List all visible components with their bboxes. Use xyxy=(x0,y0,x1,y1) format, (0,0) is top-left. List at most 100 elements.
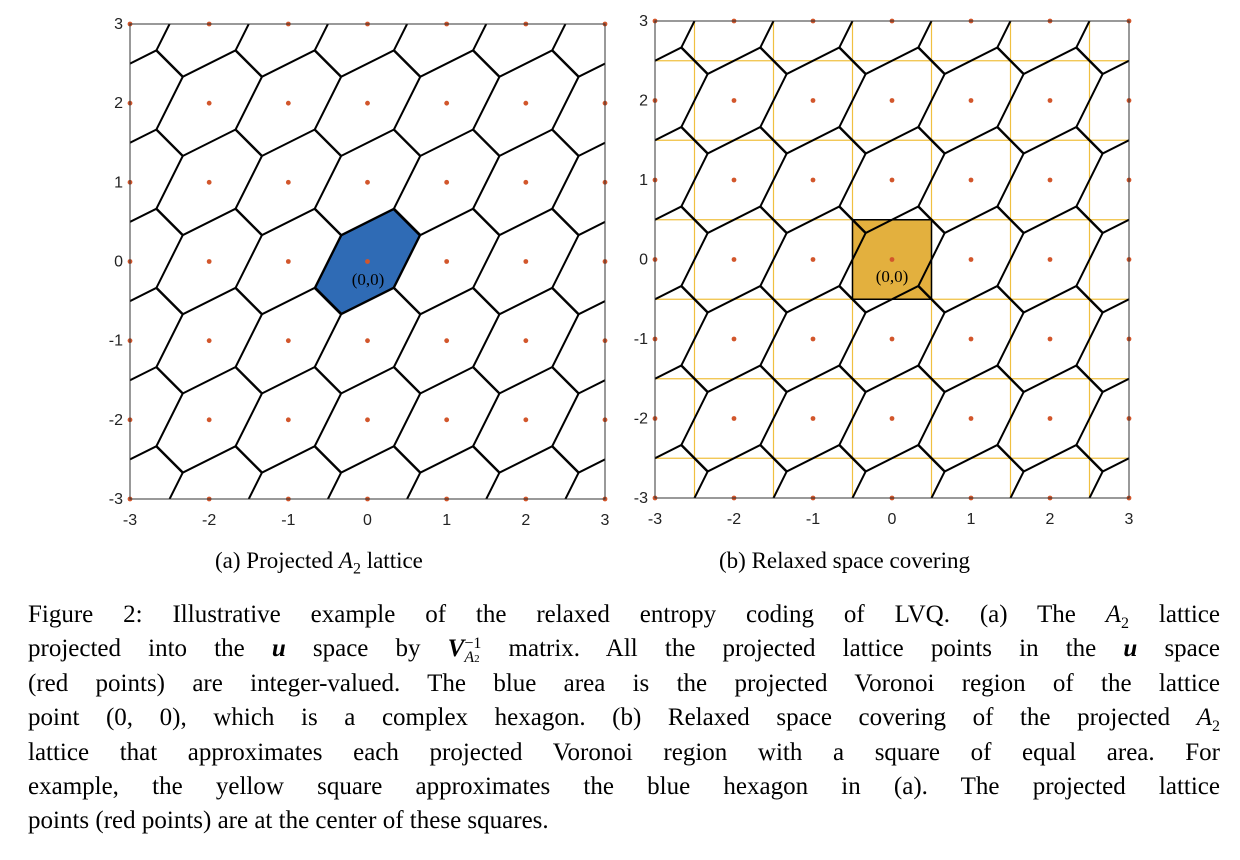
y-tick-label: -1 xyxy=(634,331,648,348)
voronoi-cell xyxy=(1235,366,1240,471)
lattice-point xyxy=(810,257,816,262)
plot-frame xyxy=(654,20,1130,499)
origin-label: (0,0) xyxy=(876,267,909,286)
voronoi-cell xyxy=(1235,446,1240,540)
lattice-point xyxy=(444,417,450,423)
lattice-point xyxy=(731,416,737,421)
voronoi-cell xyxy=(406,445,500,499)
lattice-point xyxy=(285,100,291,106)
lattice-point xyxy=(206,179,212,185)
voronoi-cell xyxy=(839,47,945,154)
voronoi-cell xyxy=(0,447,103,540)
x-tick-label: 2 xyxy=(521,512,530,529)
voronoi-cell xyxy=(1076,60,1129,154)
voronoi-cell xyxy=(1076,378,1129,472)
voronoi-cell xyxy=(235,24,329,78)
lattice-point xyxy=(365,259,370,264)
lattice-point xyxy=(810,336,816,342)
lattice-point xyxy=(968,257,974,262)
voronoi-cell xyxy=(839,126,945,234)
voronoi-cell xyxy=(472,24,566,78)
voronoi-cell xyxy=(551,63,605,157)
voronoi-cell xyxy=(1235,48,1240,153)
lattice-point xyxy=(968,177,974,183)
voronoi-cell xyxy=(156,129,263,236)
lattice-point xyxy=(285,417,291,423)
y-tick-label: 3 xyxy=(639,13,648,30)
voronoi-cell xyxy=(314,24,408,78)
voronoi-cell xyxy=(655,285,708,380)
voronoi-cell xyxy=(681,285,787,393)
lattice-point xyxy=(968,98,974,103)
voronoi-cell xyxy=(760,365,866,472)
voronoi-cell xyxy=(1156,446,1240,540)
voronoi-cell xyxy=(839,365,945,472)
voronoi-cell xyxy=(0,130,24,235)
voronoi-edges xyxy=(625,0,1240,540)
voronoi-cell xyxy=(1076,139,1129,234)
lattice-point xyxy=(365,100,370,106)
origin-label: (0,0) xyxy=(352,270,385,289)
voronoi-cell xyxy=(0,526,24,540)
voronoi-cell xyxy=(694,444,787,498)
voronoi-cell xyxy=(314,287,421,394)
y-tick-label: -2 xyxy=(634,411,648,428)
caption-sup: −1 xyxy=(464,635,482,653)
x-tick-label: -2 xyxy=(727,511,741,528)
caption-text: lattice xyxy=(1129,601,1220,628)
voronoi-cell xyxy=(918,47,1024,154)
lattice-point xyxy=(206,100,212,106)
lattice-point xyxy=(889,177,895,183)
lattice-point xyxy=(1047,98,1053,103)
y-tick-label: 0 xyxy=(639,252,648,269)
voronoi-cell xyxy=(314,129,421,236)
voronoi-cell xyxy=(997,47,1103,154)
voronoi-cell xyxy=(655,206,708,300)
voronoi-cell xyxy=(1235,207,1240,312)
voronoi-cell xyxy=(997,21,1090,75)
lattice-point xyxy=(889,336,895,342)
lattice-point xyxy=(523,259,529,264)
voronoi-cell xyxy=(0,526,103,540)
lattice-point xyxy=(365,338,370,344)
voronoi-cell xyxy=(918,126,1024,234)
voronoi-cell xyxy=(1076,219,1129,313)
voronoi-cell xyxy=(918,285,1024,393)
lattice-point xyxy=(444,100,450,106)
voronoi-cell xyxy=(681,47,787,154)
lattice-point xyxy=(731,177,737,183)
voronoi-cell xyxy=(130,445,184,499)
voronoi-cell xyxy=(655,444,708,498)
voronoi-cell xyxy=(156,208,263,315)
voronoi-cell xyxy=(852,444,945,498)
caption-text: space xyxy=(1137,635,1220,663)
lattice-point xyxy=(968,416,974,421)
lattice-point xyxy=(731,336,737,342)
caption-text: projected into the xyxy=(28,635,272,663)
caption-sub: 2 xyxy=(1212,718,1220,736)
voronoi-cell xyxy=(1010,444,1103,498)
lattice-point xyxy=(285,259,291,264)
x-tick-label: -2 xyxy=(202,512,216,529)
voronoi-cell xyxy=(625,0,628,73)
x-tick-label: -3 xyxy=(123,512,137,529)
voronoi-cell xyxy=(760,206,866,313)
voronoi-cell xyxy=(839,21,932,75)
caption-line: (red points) are integer-valued. The blu… xyxy=(28,669,1220,697)
caption-line: example, the yellow square approximates … xyxy=(28,772,1220,800)
y-tick-labels: 3 2 1 0 -1 -2 -3 xyxy=(634,13,648,507)
voronoi-cell xyxy=(156,366,263,473)
voronoi-cell xyxy=(0,51,103,156)
voronoi-cell xyxy=(760,126,866,234)
voronoi-cell xyxy=(997,206,1103,313)
voronoi-cell xyxy=(472,366,579,473)
lattice-point xyxy=(731,257,737,262)
caption-sub: 2 xyxy=(474,653,480,666)
voronoi-cell xyxy=(565,459,605,499)
voronoi-cell xyxy=(130,287,184,381)
subcaption-a-lattice: A xyxy=(338,548,353,573)
voronoi-cell xyxy=(1156,0,1240,73)
x-tick-label: 3 xyxy=(1125,511,1134,528)
voronoi-cell xyxy=(1156,128,1240,233)
lattice-point xyxy=(810,177,816,183)
